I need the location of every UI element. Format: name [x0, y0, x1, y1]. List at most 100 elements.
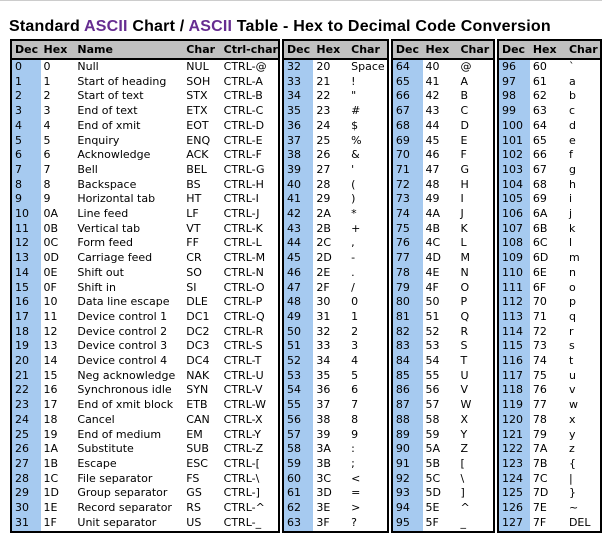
table-row: 63 3F? — [282, 515, 388, 532]
cell-hex: 0B — [43, 221, 59, 235]
cell-hex: 21 — [316, 74, 331, 88]
cell-dec: 46 — [282, 265, 314, 281]
cell-hex: 27 — [316, 162, 331, 176]
cell-name: Vertical tab — [77, 221, 141, 235]
cell-dec: 9 — [11, 192, 41, 208]
cell-char: I — [460, 192, 464, 206]
table-row: 29 1D Group separator GS CTRL-] — [11, 486, 279, 502]
table-row: 1 1 Start of heading SOH CTRL-A — [11, 74, 279, 90]
cell-char: 6 — [351, 383, 359, 397]
cell-char: k — [568, 221, 576, 235]
cell-hex: 4A — [425, 207, 441, 221]
cell-char: | — [568, 471, 573, 485]
cell-hex: 70 — [532, 295, 547, 309]
cell-dec: 125 — [497, 486, 530, 502]
cell-dec: 99 — [497, 104, 530, 119]
cell-char: ( — [351, 177, 356, 191]
cell-char: ACK — [186, 148, 209, 162]
cell-hex: 6E — [532, 265, 547, 279]
table-row: 22 16 Synchronous idle SYN CTRL-V — [11, 383, 279, 399]
header-cell-dec: Dec — [391, 40, 423, 60]
cell-hex: 3E — [316, 501, 331, 515]
cell-char: Z — [460, 442, 468, 456]
cell-char: w — [568, 398, 578, 412]
table-row: 30 1E Record separator RS CTRL-^ — [11, 501, 279, 516]
table-row: 108 6C l — [497, 236, 601, 252]
table-row: 39 27 ' — [282, 162, 388, 178]
cell-char: b — [568, 89, 576, 103]
cell-hex: 59 — [425, 427, 440, 441]
cell-char: CAN — [186, 412, 210, 426]
table-row: 33 21! — [282, 74, 388, 90]
cell-char: z — [568, 442, 575, 456]
header-cell-hex: Hex — [422, 40, 452, 60]
cell-char: < — [351, 471, 361, 485]
cell-hex: 6B — [532, 221, 548, 235]
cell-hex: 2B — [316, 221, 331, 235]
cell-name: Start of text — [77, 89, 144, 103]
cell-char: B — [460, 89, 468, 103]
cell-dec: 25 — [11, 427, 41, 443]
cell-dec: 91 — [391, 456, 423, 472]
header-cell-dec: Dec — [497, 40, 530, 60]
cell-char: ] — [460, 486, 465, 500]
cell-char: RS — [186, 501, 201, 515]
cell-ctrl-char: CTRL-N — [223, 265, 264, 279]
table-row: 117 75 u — [497, 368, 601, 384]
cell-dec: 11 — [11, 221, 41, 237]
cell-hex: 18 — [43, 412, 58, 426]
table-row: 123 7B { — [497, 456, 601, 472]
table-row: 113 71 q — [497, 309, 601, 325]
header-cell-dec: Dec — [282, 40, 314, 60]
cell-char: S — [460, 339, 468, 353]
table-row: 42 2A * — [282, 207, 388, 222]
cell-char: ^ — [460, 501, 470, 515]
cell-dec: 70 — [391, 148, 423, 163]
cell-dec: 6 — [11, 148, 41, 163]
cell-name: Escape — [77, 456, 117, 470]
table-row: 52 34 4 — [282, 354, 388, 369]
cell-char: f — [568, 148, 573, 162]
cell-dec: 10 — [11, 207, 41, 222]
cell-hex: 71 — [532, 309, 547, 323]
cell-char: > — [351, 501, 361, 515]
cell-hex: 0D — [43, 251, 60, 265]
tables-row: Dec Hex Name Char Ctrl-char 0 0 Null NUL CTRL-@ 1 1… — [10, 39, 602, 533]
cell-hex: 48 — [425, 177, 440, 191]
cell-char: ENQ — [186, 133, 211, 147]
table-row: 96 60 ` — [497, 59, 601, 75]
cell-dec: 47 — [282, 280, 314, 296]
table-row: 98 62 b — [497, 89, 601, 105]
table-row: 11 0B Vertical tab VT CTRL-K — [11, 221, 279, 237]
cell-char: GS — [186, 486, 202, 500]
table-row: 101 65 e — [497, 133, 601, 149]
cell-dec: 32 — [282, 59, 314, 75]
cell-name: Line feed — [77, 207, 129, 221]
cell-dec: 4 — [11, 118, 41, 134]
cell-ctrl-char: CTRL-M — [223, 251, 266, 265]
cell-ctrl-char: CTRL-_ — [223, 515, 262, 529]
cell-dec: 68 — [391, 118, 423, 134]
table-row: 74 4A J — [391, 207, 494, 222]
cell-char: US — [186, 515, 202, 529]
cell-char: j — [568, 207, 573, 221]
cell-hex: 16 — [43, 383, 58, 397]
cell-char: P — [460, 295, 468, 309]
cell-char: h — [568, 177, 576, 191]
cell-char: N — [460, 265, 469, 279]
cell-hex: 3 — [43, 104, 51, 118]
cell-char: ETB — [186, 398, 208, 412]
cell-char: i — [568, 192, 573, 206]
cell-dec: 81 — [391, 309, 423, 325]
table-row: 70 46 F — [391, 148, 494, 163]
cell-ctrl-char: CTRL-[ — [223, 456, 260, 470]
table-row: 105 69 i — [497, 192, 601, 208]
table-row: 100 64 d — [497, 118, 601, 134]
cell-char: SYN — [186, 383, 209, 397]
cell-hex: 7C — [532, 471, 548, 485]
cell-dec: 42 — [282, 207, 314, 222]
cell-ctrl-char: CTRL-Z — [223, 442, 264, 456]
cell-ctrl-char: CTRL-] — [223, 486, 260, 500]
cell-hex: 22 — [316, 89, 331, 103]
table-row: 15 0F Shift in SI CTRL-O — [11, 280, 279, 296]
